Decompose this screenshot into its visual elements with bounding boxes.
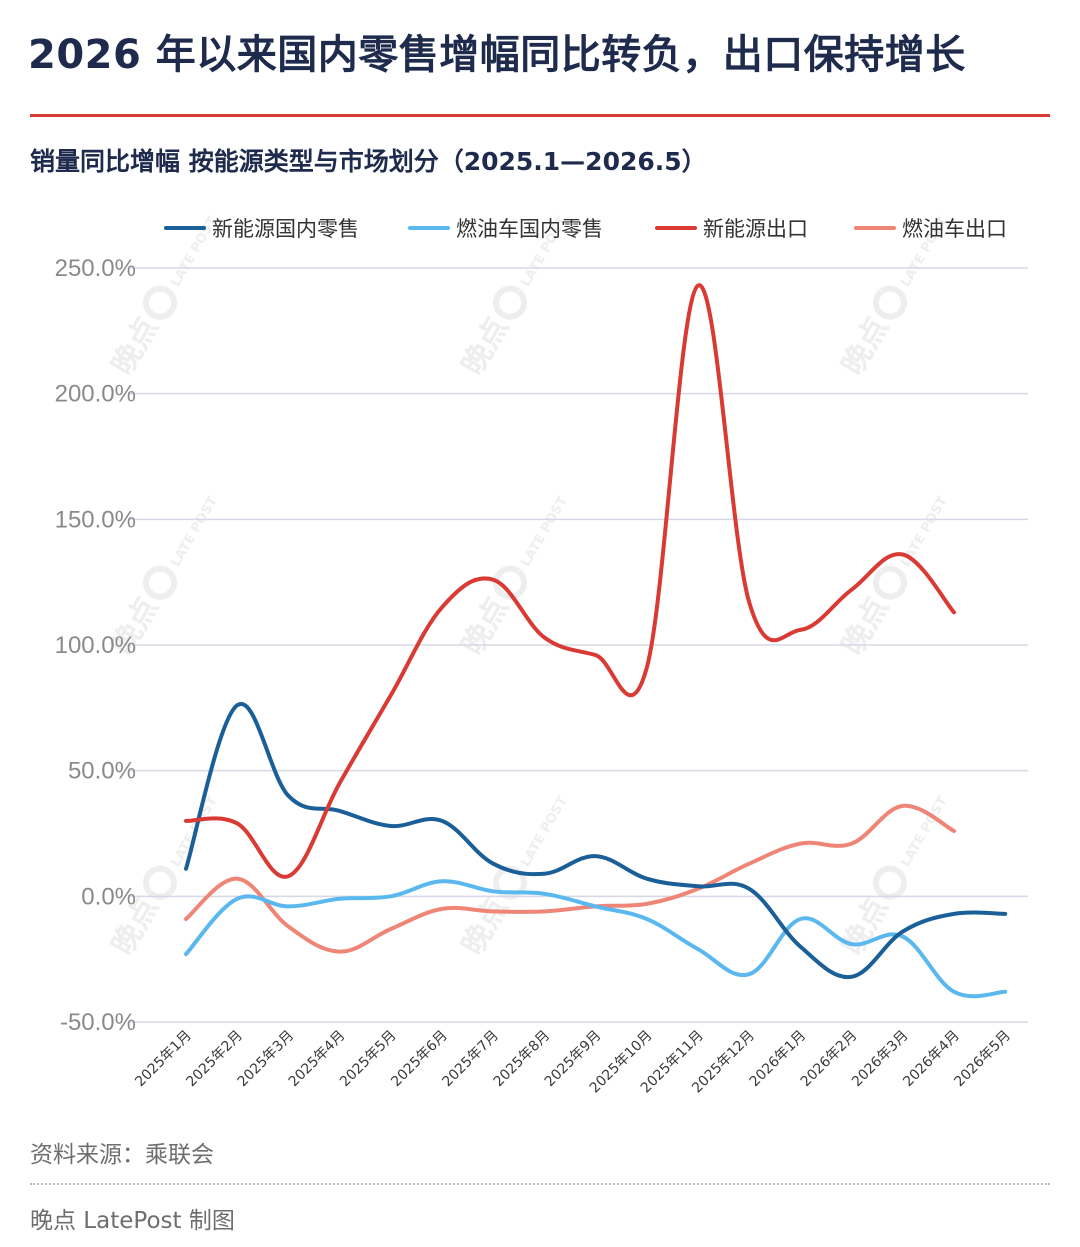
page-title: 2026 年以来国内零售增幅同比转负，出口保持增长 bbox=[28, 32, 966, 78]
chart-subtitle: 销量同比增幅 按能源类型与市场划分（2025.1—2026.5） bbox=[30, 147, 707, 176]
legend-label: 新能源出口 bbox=[703, 217, 808, 241]
svg-text:晚点: 晚点 bbox=[835, 312, 895, 381]
legend: 新能源国内零售 燃油车国内零售 新能源出口 燃油车出口 bbox=[164, 217, 1007, 241]
series-line-3 bbox=[184, 283, 956, 879]
series-line-2 bbox=[184, 879, 1008, 999]
legend-label: 燃油车出口 bbox=[902, 217, 1007, 241]
svg-text:晚点: 晚点 bbox=[835, 892, 895, 961]
y-tick-label: 0.0% bbox=[81, 883, 136, 910]
series-lines bbox=[184, 283, 1008, 999]
svg-text:晚点: 晚点 bbox=[455, 592, 515, 661]
legend-label: 燃油车国内零售 bbox=[456, 217, 603, 241]
y-tick-label: -50.0% bbox=[60, 1009, 136, 1036]
y-tick-label: 50.0% bbox=[68, 758, 136, 785]
svg-text:晚点: 晚点 bbox=[835, 592, 895, 661]
title-divider bbox=[30, 114, 1050, 117]
svg-text:LATE POST: LATE POST bbox=[518, 794, 570, 870]
footer-divider bbox=[30, 1183, 1050, 1185]
y-axis-ticks: -50.0% 0.0% 50.0% 100.0% 150.0% 200.0% 250.0% bbox=[55, 255, 136, 1036]
svg-text:LATE POST: LATE POST bbox=[168, 494, 220, 570]
legend-label: 新能源国内零售 bbox=[212, 217, 359, 241]
credit-line: 晚点 LatePost 制图 bbox=[30, 1208, 235, 1234]
svg-text:晚点: 晚点 bbox=[455, 892, 515, 961]
series-line-4 bbox=[184, 803, 956, 954]
y-tick-label: 150.0% bbox=[55, 506, 136, 533]
svg-text:晚点: 晚点 bbox=[105, 312, 165, 381]
svg-text:LATE POST: LATE POST bbox=[518, 494, 570, 570]
data-source-note: 资料来源：乘联会 bbox=[30, 1142, 214, 1168]
x-axis-ticks: 2025年1月2025年2月2025年3月2025年4月2025年5月2025年… bbox=[132, 1028, 1014, 1097]
y-tick-label: 200.0% bbox=[55, 381, 136, 408]
series-line-1 bbox=[184, 701, 1008, 979]
y-tick-label: 100.0% bbox=[55, 632, 136, 659]
svg-text:晚点: 晚点 bbox=[455, 312, 515, 381]
svg-text:LATE POST: LATE POST bbox=[898, 494, 950, 570]
y-tick-label: 250.0% bbox=[55, 255, 136, 282]
gridlines bbox=[130, 267, 1028, 1023]
